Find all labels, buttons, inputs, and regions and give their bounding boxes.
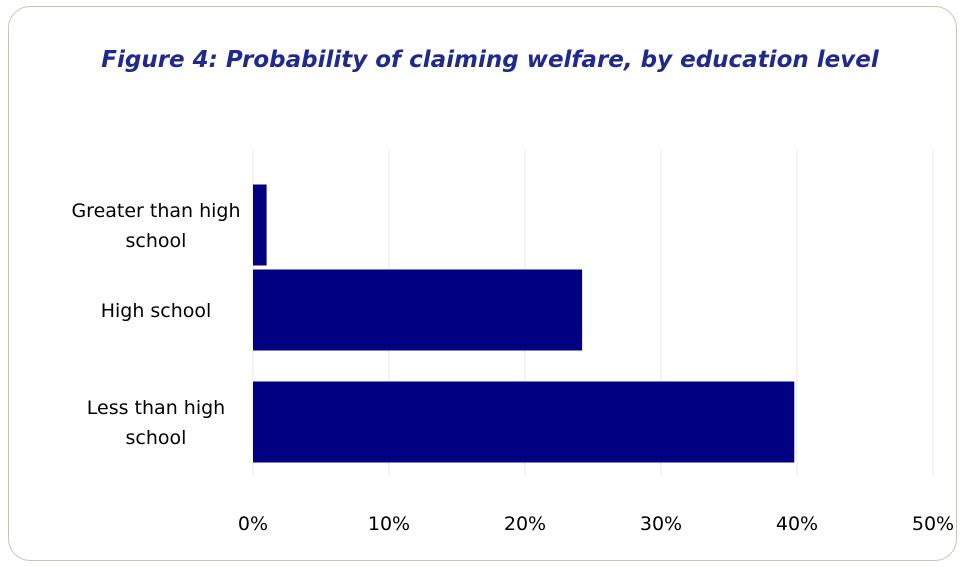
category-label: Less than high <box>87 397 225 419</box>
category-label: Greater than high <box>71 200 240 222</box>
category-label: High school <box>101 300 212 322</box>
chart-title: Figure 4: Probability of claiming welfar… <box>101 47 879 73</box>
x-tick-label: 0% <box>238 513 268 535</box>
category-labels: Greater than high school High school Less t… <box>71 200 240 449</box>
category-label: school <box>126 230 187 252</box>
bar <box>253 381 795 463</box>
bars <box>253 184 795 463</box>
x-tick-label: 40% <box>776 513 818 535</box>
x-tick-label: 20% <box>504 513 546 535</box>
bar <box>253 184 267 266</box>
category-label: school <box>126 427 187 449</box>
x-tick-label: 10% <box>368 513 410 535</box>
bar <box>253 269 583 351</box>
x-tick-labels: 0% 10% 20% 30% 40% 50% <box>238 513 954 535</box>
x-tick-label: 30% <box>640 513 682 535</box>
x-tick-label: 50% <box>912 513 954 535</box>
